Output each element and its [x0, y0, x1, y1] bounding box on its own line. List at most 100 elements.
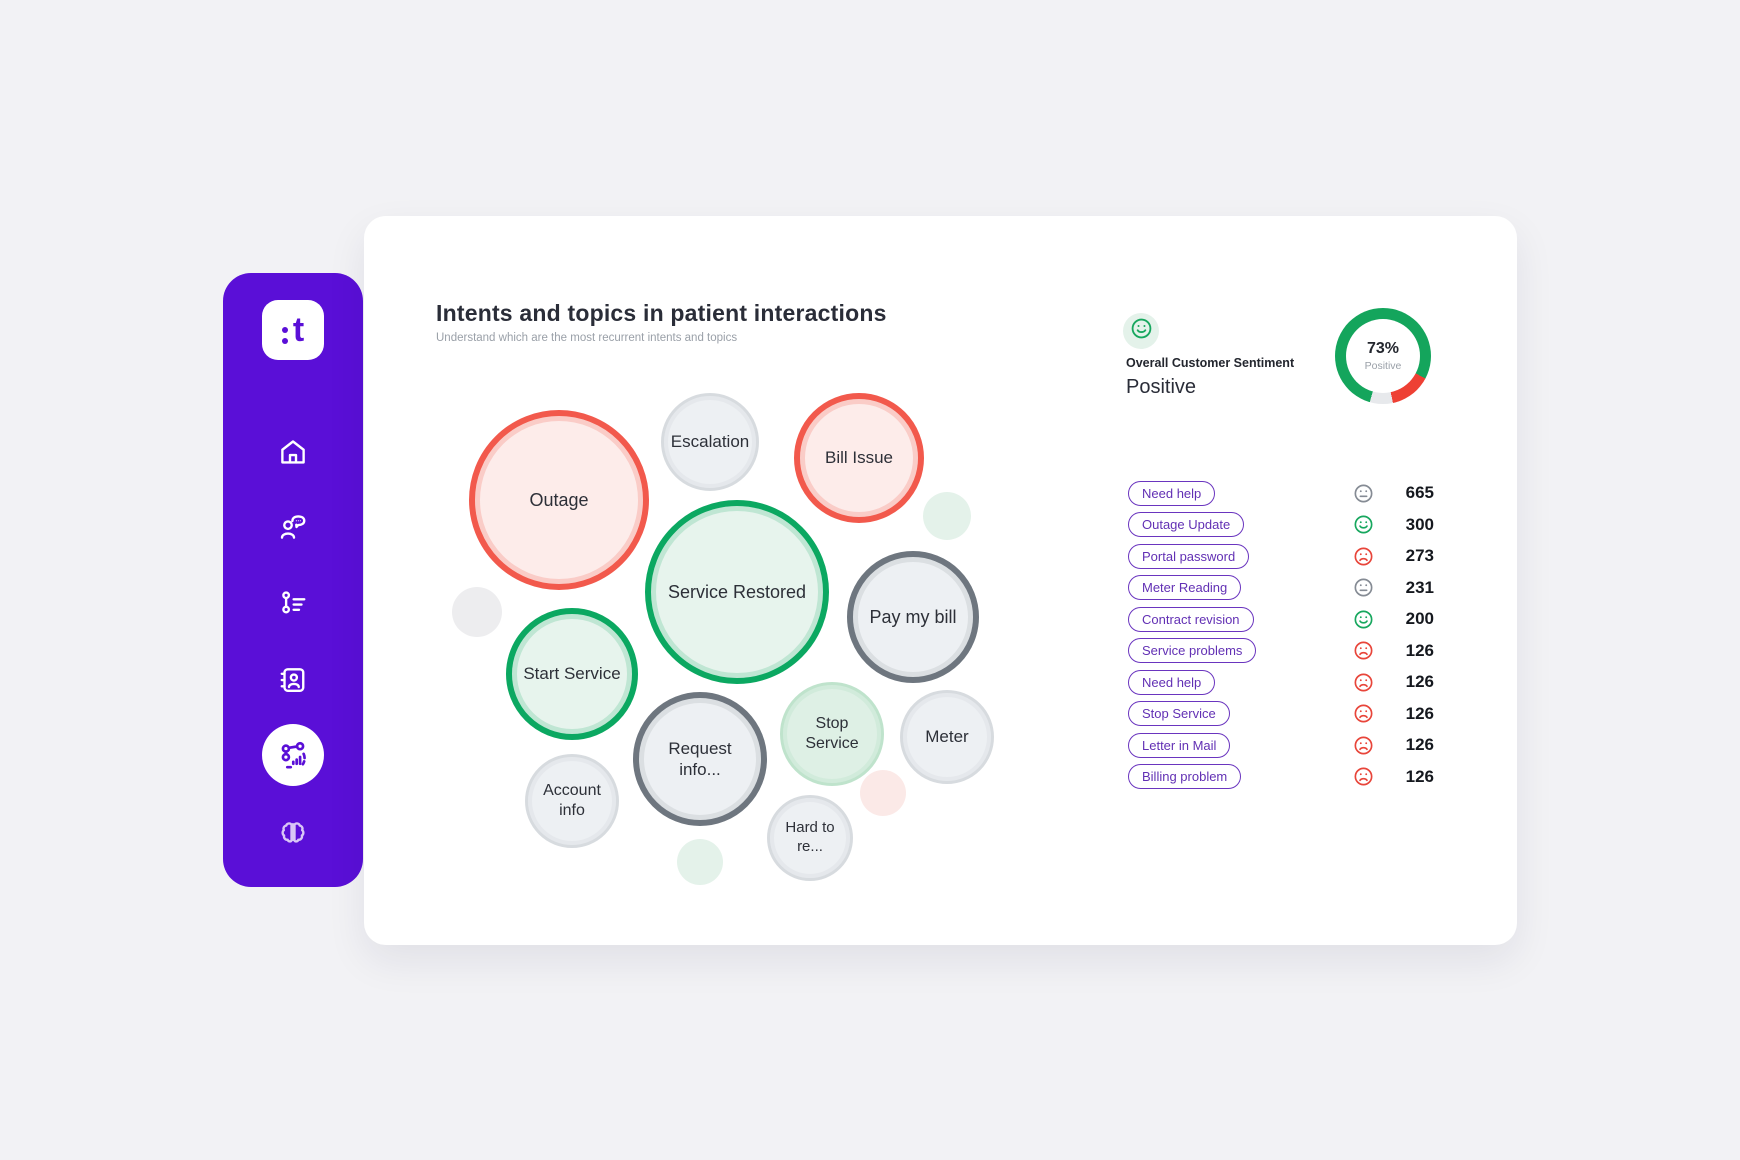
decorative-bubble: [677, 839, 723, 885]
topic-row: Meter Reading 231: [1128, 575, 1434, 601]
topic-pill[interactable]: Need help: [1128, 669, 1216, 695]
topic-bubble[interactable]: Bill Issue: [794, 393, 924, 523]
neutral-face-icon: [1354, 484, 1373, 502]
topic-row: Outage Update 300: [1128, 512, 1434, 538]
topic-bubble[interactable]: Meter: [900, 690, 994, 784]
topic-count: 126: [1405, 735, 1434, 754]
topic-bubble-label: Stop Service: [805, 715, 859, 752]
topic-row: Billing problem 126: [1128, 764, 1434, 790]
page-subtitle: Understand which are the most recurrent …: [436, 332, 738, 344]
sidebar-item-topics-analytics-active[interactable]: [262, 724, 324, 786]
negative-face-icon: [1354, 673, 1373, 691]
topic-bubble-label: Service Restored: [667, 581, 807, 602]
sentiment-indicator: [1353, 766, 1374, 787]
sentiment-indicator: [1353, 577, 1374, 598]
sentiment-indicator: [1353, 703, 1374, 724]
topic-bubble-label: Request info...: [668, 738, 732, 779]
decorative-bubble: [860, 770, 906, 816]
topic-pill[interactable]: Portal password: [1128, 543, 1250, 569]
home-icon: [281, 440, 305, 464]
sentiment-indicator: [1353, 609, 1374, 630]
topic-row: Letter in Mail 126: [1128, 732, 1434, 758]
topic-count: 126: [1405, 703, 1434, 723]
topic-count: 665: [1405, 483, 1434, 502]
donut-sublabel: Positive: [1364, 360, 1402, 372]
sentiment-indicator: [1353, 514, 1374, 535]
topic-bubble[interactable]: Account info: [525, 754, 619, 848]
sidebar-item-workflows[interactable]: [278, 588, 308, 618]
sentiment-badge: [1123, 313, 1159, 349]
sentiment-value: Positive: [1126, 376, 1197, 398]
topic-count: 126: [1405, 672, 1434, 691]
brain-icon: [281, 822, 305, 843]
topic-pill[interactable]: Stop Service: [1128, 701, 1230, 726]
topic-pill[interactable]: Letter in Mail: [1128, 732, 1231, 758]
positive-face-icon: [1131, 318, 1151, 339]
topic-bubble-label: Pay my bill: [869, 606, 957, 627]
topic-bubble[interactable]: Pay my bill: [847, 551, 979, 683]
topic-bubble[interactable]: Stop Service: [780, 682, 884, 786]
sentiment-indicator: [1353, 483, 1374, 504]
topic-bubble-label: Meter: [925, 727, 969, 747]
positive-face-icon: [1354, 610, 1373, 628]
sentiment-label: Overall Customer Sentiment: [1126, 356, 1295, 370]
page-title: Intents and topics in patient interactio…: [436, 300, 887, 326]
sidebar-item-contacts[interactable]: [278, 665, 308, 695]
topic-bubble[interactable]: Start Service: [506, 608, 638, 740]
sentiment-indicator: [1353, 735, 1374, 756]
happy-face-icon: [1130, 317, 1153, 345]
neutral-face-icon: [1354, 578, 1373, 597]
topic-row: Contract revision 200: [1128, 606, 1434, 632]
topic-bubble-label: Bill Issue: [824, 448, 894, 468]
donut-center-label: 73% Positive: [1365, 340, 1402, 372]
topic-bubble[interactable]: Request info...: [633, 692, 767, 826]
sidebar-item-ai-brain[interactable]: [278, 818, 308, 848]
decorative-bubble: [452, 587, 502, 637]
topic-pill[interactable]: Billing problem: [1128, 764, 1242, 789]
topic-count: 126: [1405, 640, 1434, 660]
topic-bubble-label: Account info: [543, 782, 601, 819]
topics-analytics-icon: [281, 741, 306, 769]
topic-bubble[interactable]: Outage: [469, 410, 649, 590]
negative-face-icon: [1354, 547, 1373, 565]
topic-pill[interactable]: Outage Update: [1128, 512, 1245, 537]
topic-pill[interactable]: Need help: [1128, 480, 1216, 506]
topic-bubble[interactable]: Escalation: [661, 393, 759, 491]
topic-pill[interactable]: Contract revision: [1128, 606, 1254, 632]
topic-count: 200: [1405, 609, 1434, 628]
topic-row: Stop Service 126: [1128, 701, 1434, 727]
topic-row: Portal password 273: [1128, 543, 1434, 569]
sentiment-donut-chart: 73% Positive: [1335, 308, 1431, 404]
timeline-list-icon: [282, 591, 306, 614]
brand-logo-dots: [281, 326, 288, 344]
topic-bubble-label: Escalation: [670, 432, 750, 452]
sidebar: t: [223, 273, 363, 887]
sidebar-item-home[interactable]: [278, 437, 308, 467]
brand-logo[interactable]: t: [262, 300, 324, 360]
sentiment-indicator: [1353, 672, 1374, 693]
negative-face-icon: [1354, 641, 1373, 660]
topic-row: Need help 126: [1128, 669, 1434, 695]
topic-bubble-label: Start Service: [523, 664, 621, 684]
donut-percent: 73%: [1366, 340, 1399, 357]
topic-list: Need help 665 Outage Update 300 Portal pas…: [1128, 480, 1434, 790]
positive-face-icon: [1354, 515, 1373, 534]
negative-face-icon: [1354, 767, 1373, 786]
sidebar-item-conversations[interactable]: [278, 512, 308, 542]
negative-face-icon: [1354, 704, 1373, 723]
sentiment-indicator: [1353, 546, 1374, 567]
topic-pill[interactable]: Meter Reading: [1128, 575, 1242, 600]
topic-bubble-label: Outage: [529, 489, 589, 510]
topic-count: 273: [1405, 546, 1434, 565]
topic-count: 126: [1405, 766, 1434, 786]
brand-logo-letter: t: [292, 311, 305, 349]
topic-count: 231: [1405, 577, 1434, 597]
person-chat-icon: [280, 515, 306, 539]
topic-pill[interactable]: Service problems: [1128, 638, 1257, 663]
topic-bubble-label: Hard to re...: [785, 819, 835, 855]
dashboard-card: Intents and topics in patient interactio…: [364, 216, 1517, 945]
topic-count: 300: [1405, 514, 1434, 534]
topic-bubble[interactable]: Service Restored: [645, 500, 829, 684]
topic-bubble[interactable]: Hard to re...: [767, 795, 853, 881]
